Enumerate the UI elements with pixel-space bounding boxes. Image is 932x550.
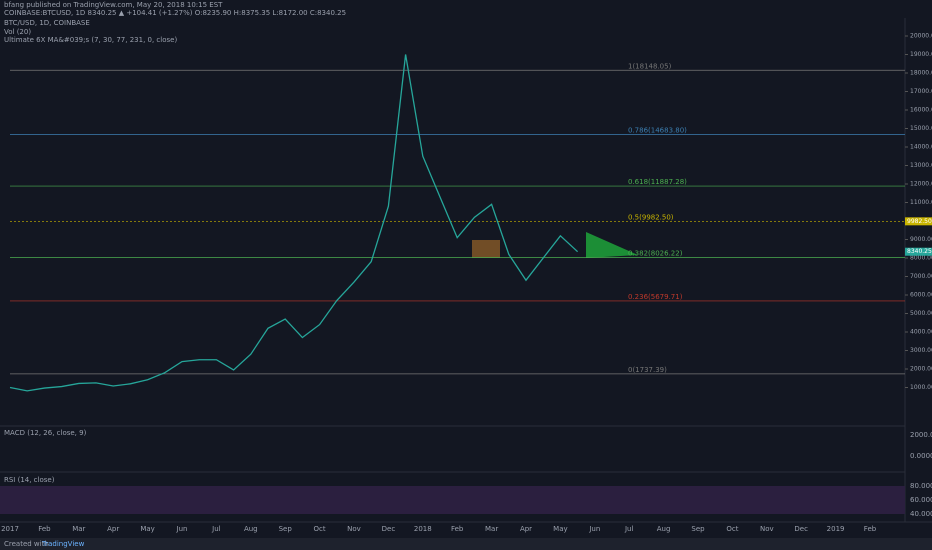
y-tick-label: 14000.00 (910, 144, 932, 151)
price-tag (905, 247, 932, 256)
x-tick-label: Feb (451, 525, 464, 533)
quote: COINBASE:BTCUSD, 1D 8340.25 ▲ +104.41 (+… (4, 9, 346, 17)
y-tick-label: 19000.00 (910, 51, 932, 58)
x-tick-label: Jul (211, 525, 221, 533)
fib-label: 0.5(9982.50) (628, 213, 674, 221)
box-zone (472, 240, 500, 258)
fib-label: 0(1737.39) (628, 366, 667, 374)
x-tick-label: Dec (382, 525, 396, 533)
indicator: Vol (20) (4, 28, 31, 36)
x-tick-label: Aug (657, 525, 671, 533)
y-tick-label: 12000.00 (910, 181, 932, 188)
x-tick-label: Jul (624, 525, 634, 533)
x-tick-label: Feb (864, 525, 877, 533)
price-line (9, 54, 579, 392)
price-tag-label: 9982.50 (907, 218, 932, 225)
y-tick-label: 5000.00 (910, 310, 932, 317)
fib-label: 0.382(8026.22) (628, 250, 683, 258)
indicator: Ultimate 6X MA&#039;s (7, 30, 77, 231, 0… (4, 36, 177, 44)
x-tick-label: May (140, 525, 154, 533)
macd-tick: 2000.0000 (910, 431, 932, 439)
author: bfang published on TradingView.com, May … (4, 1, 223, 9)
y-tick-label: 4000.00 (910, 329, 932, 336)
fib-label: 0.618(11887.28) (628, 178, 687, 186)
y-tick-label: 11000.00 (910, 199, 932, 206)
x-tick-label: Aug (244, 525, 258, 533)
y-tick-label: 15000.00 (910, 125, 932, 132)
y-tick-label: 3000.00 (910, 347, 932, 354)
rsi-tick: 60.0000 (910, 496, 932, 504)
x-tick-label: Oct (726, 525, 738, 533)
x-tick-label: Sep (279, 525, 293, 533)
x-tick-label: Dec (794, 525, 808, 533)
x-tick-label: Mar (485, 525, 498, 533)
chart-title: BTC/USD, 1D, COINBASE (4, 19, 90, 27)
x-tick-label: Jun (176, 525, 188, 533)
y-tick-label: 2000.00 (910, 366, 932, 373)
x-tick-label: 2019 (827, 525, 845, 533)
x-tick-label: Feb (38, 525, 51, 533)
y-tick-label: 7000.00 (910, 273, 932, 280)
triangle-pattern (586, 232, 638, 258)
price-tag-label: 8340.25 (907, 248, 932, 255)
fib-label: 0.786(14683.80) (628, 126, 687, 134)
x-tick-label: Jun (588, 525, 600, 533)
macd-title: MACD (12, 26, close, 9) (4, 429, 87, 437)
fib-label: 1(18148.05) (628, 62, 672, 70)
x-tick-label: 2017 (1, 525, 19, 533)
x-tick-label: Nov (760, 525, 774, 533)
price-tag (905, 217, 932, 226)
footer-bar (0, 538, 932, 550)
x-tick-label: Mar (72, 525, 85, 533)
y-tick-label: 1000.00 (910, 384, 932, 391)
footer-brand: TradingView (41, 540, 85, 548)
x-tick-label: Sep (691, 525, 705, 533)
x-tick-label: 2018 (414, 525, 432, 533)
y-tick-label: 9000.00 (910, 236, 932, 243)
rsi-band (0, 486, 905, 514)
fib-label: 0.236(5679.71) (628, 293, 683, 301)
footer-text: Created with (4, 540, 49, 548)
rsi-title: RSI (14, close) (4, 476, 55, 484)
rsi-tick: 80.0000 (910, 482, 932, 490)
x-tick-label: May (553, 525, 567, 533)
x-tick-label: Nov (347, 525, 361, 533)
y-tick-label: 16000.00 (910, 107, 932, 114)
y-tick-label: 18000.00 (910, 70, 932, 77)
x-tick-label: Apr (107, 525, 119, 533)
x-tick-label: Apr (520, 525, 532, 533)
y-tick-label: 8000.00 (910, 255, 932, 262)
rsi-tick: 40.0000 (910, 510, 932, 518)
y-tick-label: 13000.00 (910, 162, 932, 169)
y-tick-label: 6000.00 (910, 292, 932, 299)
y-tick-label: 20000.00 (910, 33, 932, 40)
macd-tick: 0.0000 (910, 452, 932, 460)
y-tick-label: 17000.00 (910, 88, 932, 95)
x-tick-label: Oct (314, 525, 326, 533)
